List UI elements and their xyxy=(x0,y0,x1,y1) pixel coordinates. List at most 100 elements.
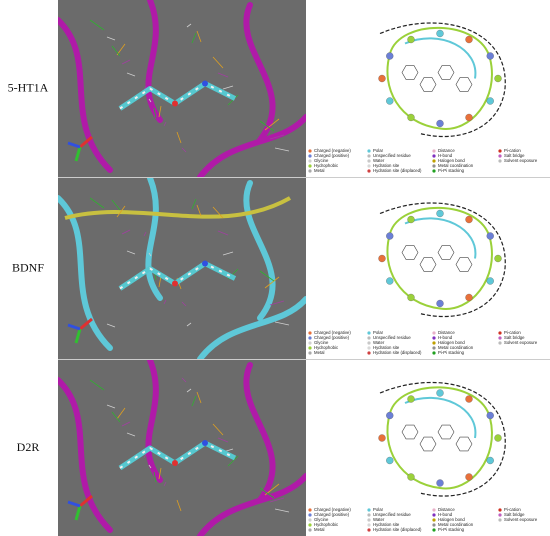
legend-label: Polar xyxy=(373,148,384,153)
residue-stick xyxy=(196,391,202,404)
legend-label: Water xyxy=(373,517,385,522)
residue-stick xyxy=(158,275,162,288)
legend-icon xyxy=(367,513,371,517)
legend-label: Charged (negative) xyxy=(314,148,351,153)
legend-icon xyxy=(367,336,371,340)
residue-stick xyxy=(153,107,157,119)
legend-icon xyxy=(498,508,502,512)
legend-icon xyxy=(308,164,312,168)
docking-view xyxy=(58,360,306,536)
legend-label: H-bond xyxy=(438,335,453,340)
residue-stick xyxy=(269,134,285,140)
residue xyxy=(378,434,386,442)
legend-icon xyxy=(432,164,436,168)
residue-stick xyxy=(222,251,234,256)
residue-stick xyxy=(269,497,285,503)
protein-ribbon xyxy=(58,17,113,173)
residue-stick xyxy=(121,421,131,427)
legend-icon xyxy=(498,149,502,153)
protein-ribbon xyxy=(58,377,113,533)
residue-stick xyxy=(259,120,275,132)
legend-icon xyxy=(498,513,502,517)
legend-icon xyxy=(432,154,436,158)
row-label: 5-HT1A xyxy=(8,80,49,94)
residue xyxy=(494,74,502,83)
residue-stick xyxy=(148,252,152,257)
scene xyxy=(58,178,306,359)
legend-icon xyxy=(367,149,371,153)
residue-stick xyxy=(191,32,197,44)
legend-label: Distance xyxy=(438,330,455,335)
residue-stick xyxy=(274,508,290,513)
residue xyxy=(465,395,473,403)
residue-stick xyxy=(212,206,224,219)
residue-stick xyxy=(89,19,105,31)
residue xyxy=(494,434,502,442)
legend-label: Pi-cation xyxy=(504,148,521,153)
legend-icon xyxy=(432,336,436,340)
legend-icon xyxy=(432,149,436,153)
legend-icon xyxy=(498,341,502,345)
residue-stick xyxy=(126,250,136,255)
residue-stick xyxy=(126,432,136,437)
legend-icon xyxy=(367,169,371,173)
residue-stick xyxy=(111,199,121,211)
axis-gizmo xyxy=(67,500,81,508)
legend-icon xyxy=(308,169,312,173)
ring xyxy=(437,245,455,260)
protein-ribbon xyxy=(145,178,163,301)
legend-icon xyxy=(308,159,312,163)
residue-stick xyxy=(111,411,121,423)
legend-label: Halogen bond xyxy=(438,340,465,345)
pocket-outline xyxy=(404,37,477,79)
residue xyxy=(386,232,394,240)
docking-view xyxy=(58,0,306,177)
legend-icon xyxy=(498,331,502,335)
legend-label: Metal coordination xyxy=(438,522,474,527)
residue-stick xyxy=(186,23,192,28)
legend-icon xyxy=(308,346,312,350)
legend-icon xyxy=(498,154,502,158)
exposure-line xyxy=(379,22,506,138)
legend-icon xyxy=(367,164,371,168)
residue xyxy=(407,395,415,403)
legend-icon xyxy=(432,518,436,522)
legend-icon xyxy=(367,159,371,163)
residue xyxy=(386,277,394,285)
residue-stick xyxy=(186,388,192,393)
legend-label: Charged (positive) xyxy=(314,153,350,158)
residue-stick xyxy=(196,204,202,217)
legend-icon xyxy=(308,513,312,517)
legend-icon xyxy=(367,154,371,158)
residue-stick xyxy=(106,323,116,328)
residue xyxy=(407,215,415,224)
legend-label: Hydration site xyxy=(373,163,400,168)
residue-stick xyxy=(217,72,229,78)
residue xyxy=(386,97,394,105)
legend-icon xyxy=(432,508,436,512)
legend-icon xyxy=(308,523,312,527)
legend-label: Unspecified residue xyxy=(373,335,411,340)
legend-icon xyxy=(367,346,371,350)
residue-stick xyxy=(116,43,126,56)
residue-stick xyxy=(181,301,187,307)
legend-label: Halogen bond xyxy=(438,517,465,522)
residue xyxy=(465,35,473,44)
legend-label: Salt bridge xyxy=(504,512,525,517)
legend-icon xyxy=(367,528,371,532)
legend-label: H-bond xyxy=(438,153,453,158)
legend-label: Unspecified residue xyxy=(373,512,411,517)
residue-stick xyxy=(181,377,187,383)
residue-stick xyxy=(264,118,280,131)
legend-label: Glycine xyxy=(314,517,329,522)
axis-gizmo xyxy=(79,135,93,149)
legend-label: Distance xyxy=(438,148,455,153)
residue-stick xyxy=(158,467,162,480)
legend-label: Polar xyxy=(373,507,384,512)
protein-ribbon xyxy=(145,360,163,483)
residue xyxy=(465,473,473,481)
protein-ribbon xyxy=(58,195,113,351)
residue-stick xyxy=(116,205,126,218)
legend-icon xyxy=(498,336,502,340)
